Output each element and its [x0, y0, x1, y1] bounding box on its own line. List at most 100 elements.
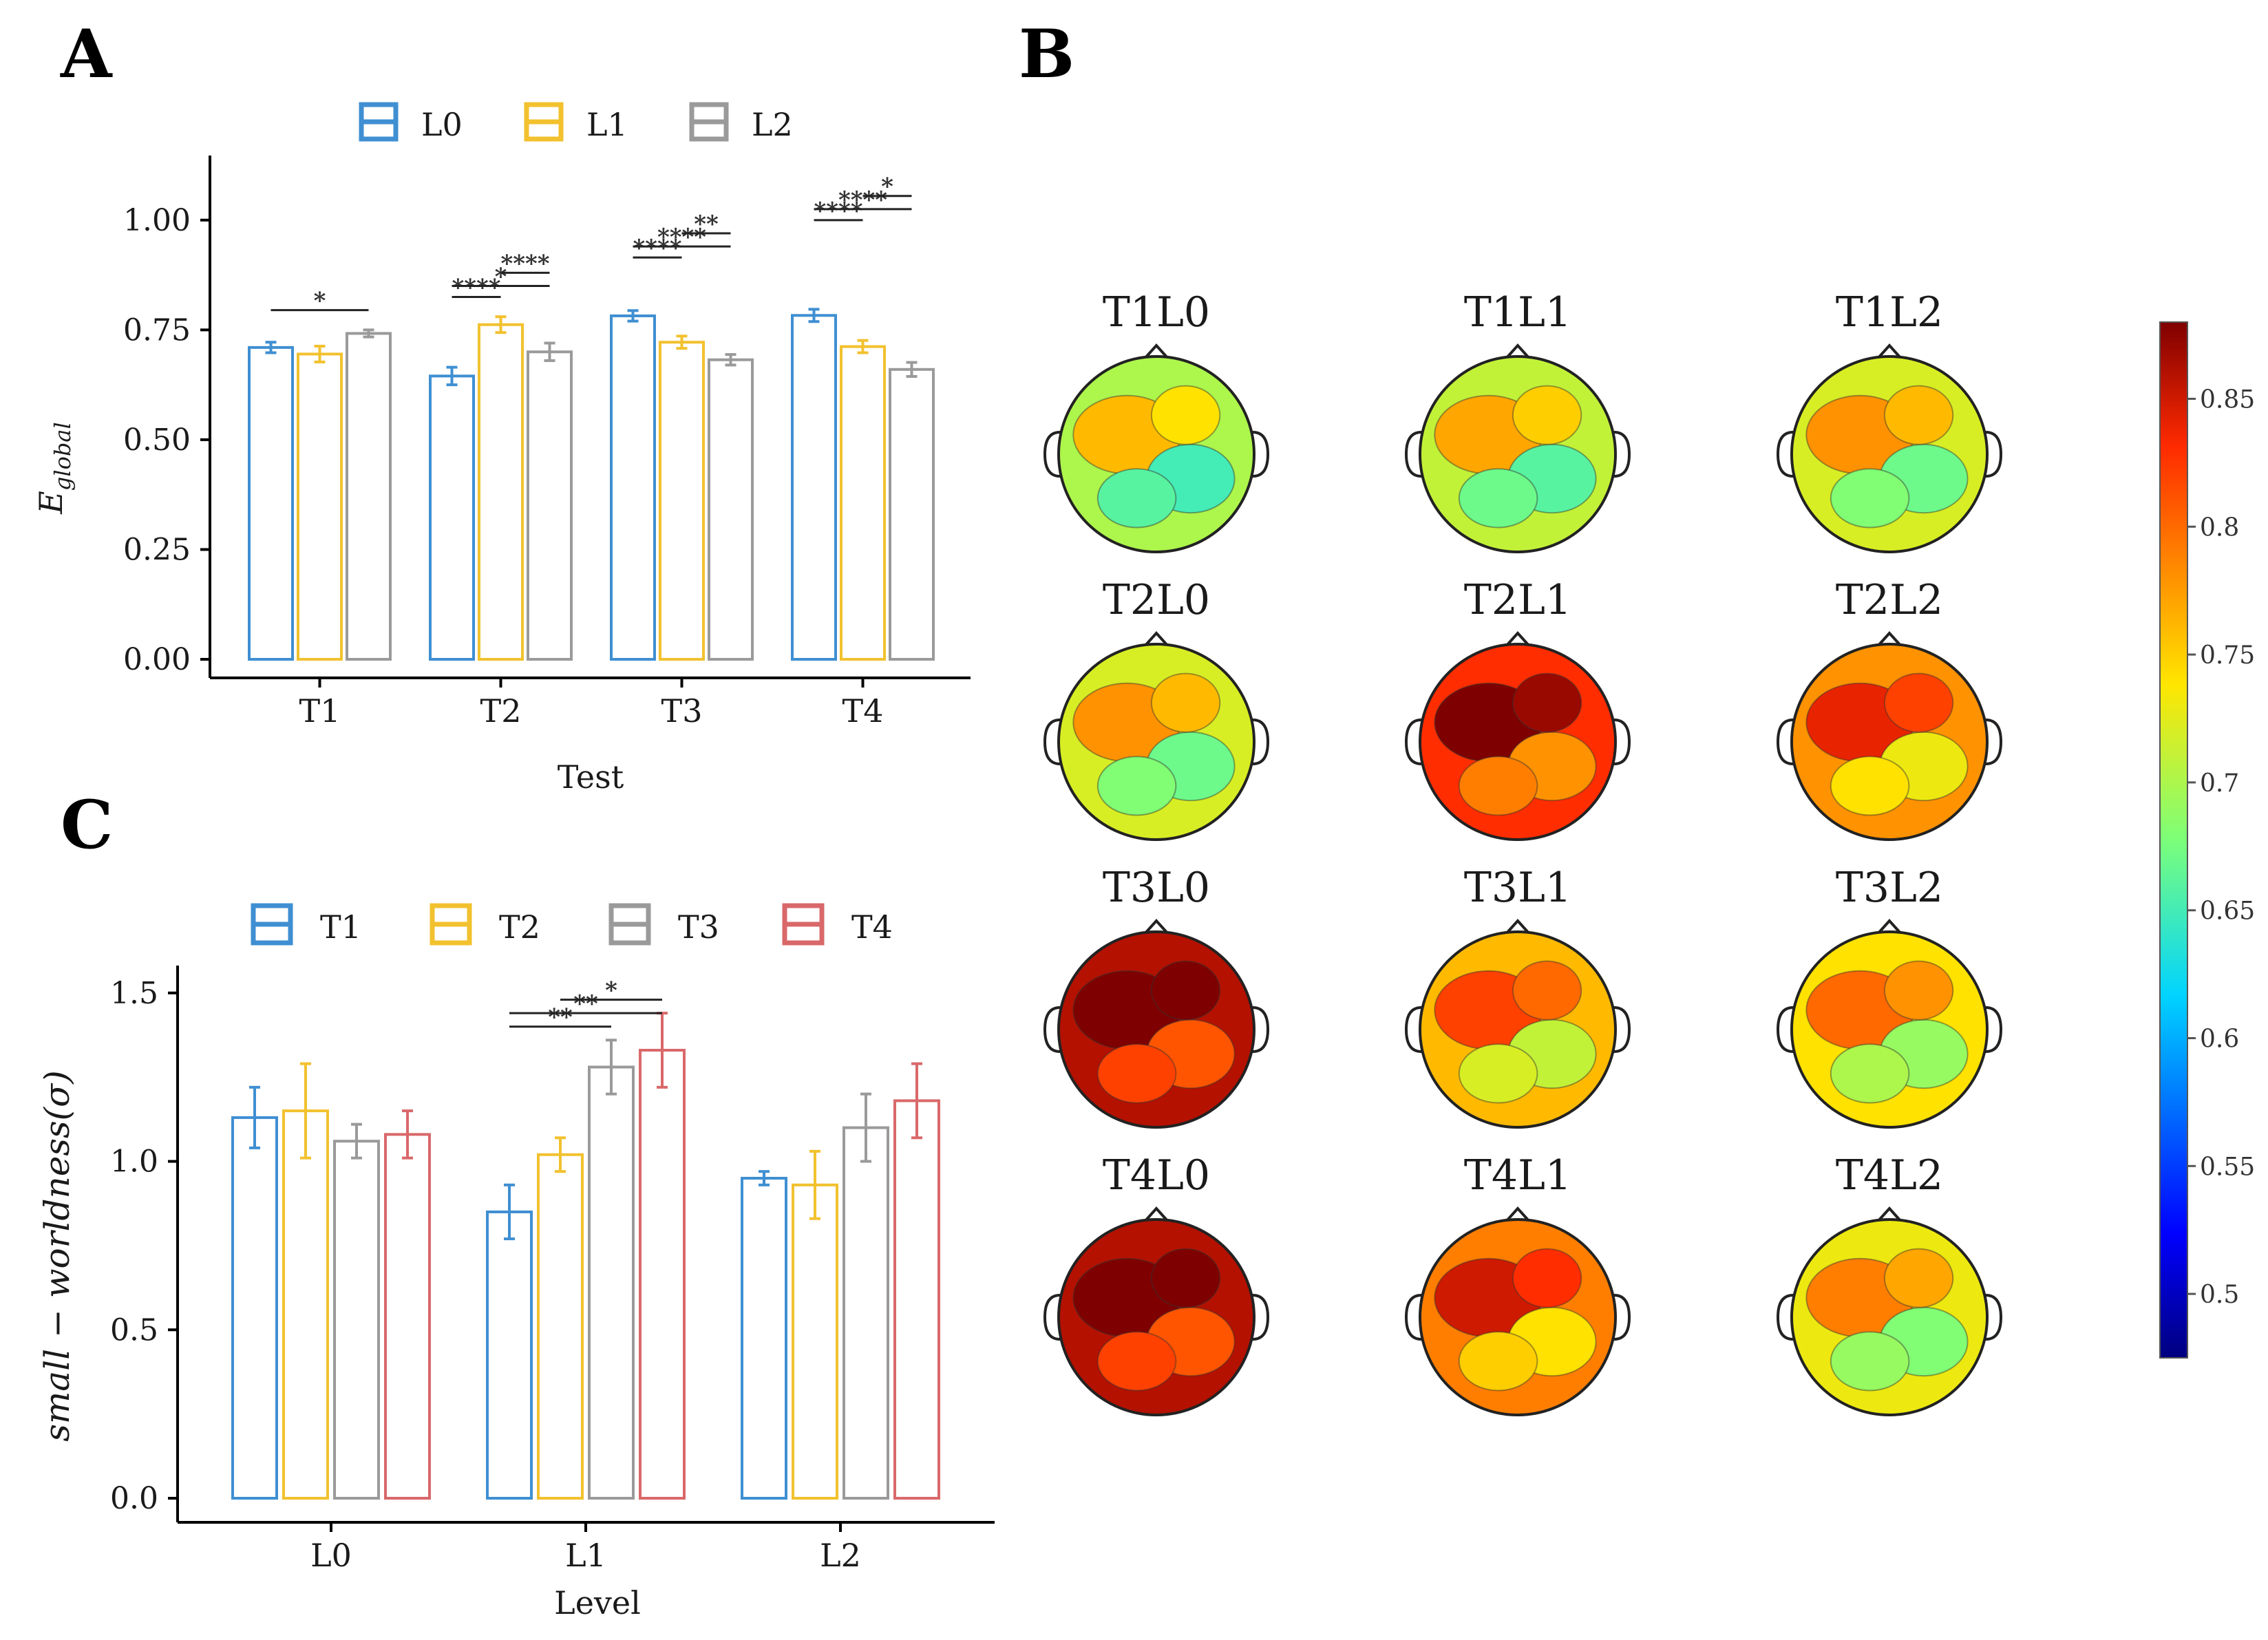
legend-c-label-t4: T4: [851, 908, 893, 946]
bar-c-t3-l0: [333, 1140, 380, 1500]
head-ear-left: [1776, 718, 1794, 765]
topomap-t2l1: T2L1: [1404, 576, 1631, 841]
topomap-contour-blob: [1883, 672, 1954, 733]
chart-c-ytick-label: 1.5: [110, 976, 158, 1011]
bar-c-t1-l0: [231, 1116, 278, 1500]
legend-a-label-l1: L1: [586, 106, 628, 143]
head-outline: [1419, 643, 1617, 841]
colorbar-tick-label: 0.6: [2200, 1025, 2239, 1053]
head-ear-left: [1404, 1006, 1422, 1053]
bar-a-l2-t2: [527, 350, 573, 661]
head-nose: [1143, 1206, 1170, 1224]
head-ear-right: [1985, 431, 2003, 478]
topomap-contours: [1434, 385, 1597, 529]
head-outline: [1790, 1218, 1989, 1416]
chart-c-ytick-label: 1.0: [110, 1144, 158, 1180]
head-outline: [1419, 1218, 1617, 1416]
topomap-contour-blob: [1096, 1043, 1177, 1104]
legend-a-item-l0: L0: [359, 102, 463, 143]
topomap-contours: [1072, 1248, 1236, 1392]
legend-c-item-t3: T3: [608, 903, 719, 946]
topomap-t3l0: T3L0: [1043, 864, 1270, 1129]
chart-a-xtick-label: T4: [842, 692, 884, 730]
chart-c-xtick-label: L0: [310, 1537, 352, 1574]
chart-a-xtick-label: T3: [661, 692, 703, 730]
significance-stars: **: [573, 990, 598, 1018]
topomap-t1l0: T1L0: [1043, 288, 1270, 553]
significance-stars: *: [314, 288, 326, 315]
legend-a-item-l2: L2: [689, 102, 793, 143]
bar-c-t4-l0: [384, 1133, 431, 1500]
colorbar: 0.85 0.8 0.75 0.7 0.65 0.6 0.55 0.5: [2159, 321, 2255, 1359]
head-outline: [1790, 355, 1989, 553]
head-ear-left: [1404, 1294, 1422, 1341]
colorbar-gradient: [2159, 321, 2188, 1359]
topomap-contour-blob: [1830, 1331, 1910, 1392]
head-outline: [1419, 355, 1617, 553]
legend-a-label-l0: L0: [421, 106, 463, 143]
topomap-label-t1l2: T1L2: [1836, 288, 1943, 337]
head-outline: [1057, 355, 1255, 553]
head-ear-right: [1252, 431, 1270, 478]
chart-a-xlabel: Test: [558, 758, 624, 796]
legend-a: L0 L1 L2: [359, 102, 793, 143]
topomap-label-t1l0: T1L0: [1103, 288, 1210, 337]
topomap-contours: [1434, 672, 1597, 816]
head-outline: [1790, 643, 1989, 841]
chart-a-ytick-label: 1.00: [123, 203, 191, 238]
chart-a-xtick-label: T1: [299, 692, 341, 730]
bar-c-t3-l1: [588, 1065, 635, 1500]
chart-a-xtick-label: T2: [480, 692, 522, 730]
colorbar-tick-label: 0.5: [2200, 1281, 2239, 1309]
colorbar-tick-label: 0.8: [2200, 513, 2239, 542]
significance-stars: ****: [452, 275, 500, 302]
head-nose: [1876, 1206, 1903, 1224]
panel-label-a: A: [60, 15, 113, 93]
head-ear-right: [1985, 718, 2003, 765]
topomap-contours: [1072, 385, 1236, 529]
head-ear-left: [1043, 1294, 1061, 1341]
topomap-contour-blob: [1883, 960, 1954, 1021]
head-nose: [1504, 919, 1532, 936]
bar-c-t4-l2: [893, 1099, 940, 1500]
chart-c-xlabel: Level: [554, 1584, 641, 1621]
bar-c-t1-l1: [486, 1210, 533, 1500]
bar-c-t1-l2: [741, 1177, 787, 1500]
bar-a-l2-t3: [708, 358, 754, 661]
head-nose: [1143, 919, 1170, 936]
colorbar-tick-label: 0.85: [2200, 385, 2255, 414]
legend-c: T1 T2 T3 T4: [251, 903, 893, 946]
head-outline: [1057, 1218, 1255, 1416]
head-ear-right: [1613, 431, 1631, 478]
head-nose: [1876, 343, 1903, 361]
topomap-contour-blob: [1512, 1248, 1582, 1308]
topomap-label-t1l1: T1L1: [1464, 288, 1571, 337]
significance-stars: ****: [657, 224, 706, 251]
head-ear-right: [1252, 718, 1270, 765]
head-ear-left: [1776, 431, 1794, 478]
colorbar-tick-label: 0.55: [2200, 1153, 2255, 1181]
bar-c-t2-l1: [537, 1153, 584, 1500]
panel-label-c: C: [61, 786, 113, 864]
topomap-t1l1: T1L1: [1404, 288, 1631, 553]
head-outline: [1057, 643, 1255, 841]
head-nose: [1504, 631, 1532, 648]
head-ear-right: [1985, 1294, 2003, 1341]
legend-c-item-t4: T4: [782, 903, 893, 946]
topomap-label-t4l2: T4L2: [1836, 1151, 1943, 1200]
significance-stars: *: [605, 977, 617, 1005]
topomap-contour-blob: [1830, 1043, 1910, 1104]
topomap-contour-blob: [1883, 385, 1954, 445]
topomap-label-t4l1: T4L1: [1464, 1151, 1571, 1200]
head-outline: [1057, 930, 1255, 1129]
topomap-contours: [1805, 1248, 1969, 1392]
significance-stars: *: [881, 173, 893, 201]
head-nose: [1143, 631, 1170, 648]
bar-a-l2-t4: [889, 368, 935, 661]
topomap-contour-blob: [1512, 385, 1582, 445]
topomap-t4l0: T4L0: [1043, 1151, 1270, 1416]
topomap-contour-blob: [1150, 385, 1221, 445]
head-ear-left: [1404, 718, 1422, 765]
topomap-contour-blob: [1096, 1331, 1177, 1392]
topomap-t3l2: T3L2: [1776, 864, 2003, 1129]
